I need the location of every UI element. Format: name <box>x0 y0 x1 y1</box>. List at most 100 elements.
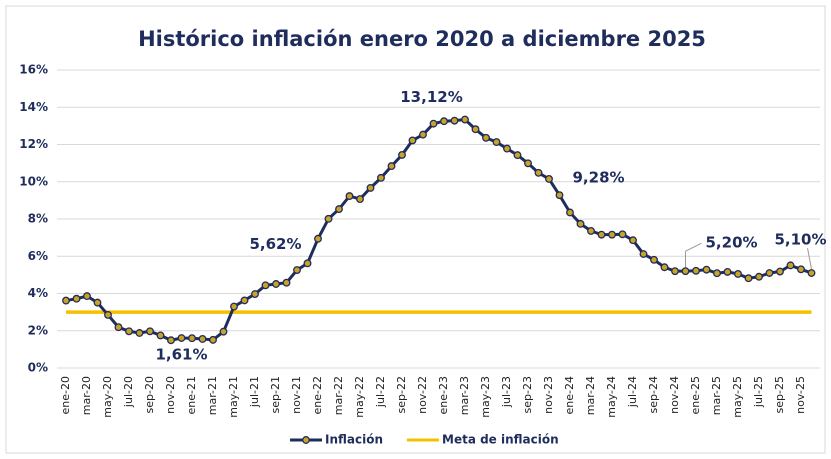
marker <box>681 267 690 276</box>
marker <box>408 136 417 145</box>
data-label: 9,28% <box>573 169 625 187</box>
marker <box>303 259 312 268</box>
marker <box>723 267 732 276</box>
x-tick-label: nov-25 <box>794 376 807 414</box>
marker <box>177 334 186 342</box>
x-tick-label: mar-22 <box>332 376 345 415</box>
x-tick-label: mar-24 <box>584 376 597 415</box>
x-tick-label: may-22 <box>353 376 366 418</box>
marker <box>419 130 427 139</box>
marker <box>314 234 322 243</box>
marker <box>692 266 700 275</box>
x-tick-label: mar-20 <box>80 376 93 415</box>
marker <box>93 298 102 307</box>
marker <box>156 331 165 340</box>
data-label: 13,12% <box>400 88 462 106</box>
marker <box>104 310 112 319</box>
x-tick-label: may-21 <box>227 376 240 418</box>
y-tick-label: 16% <box>19 63 48 77</box>
marker <box>513 151 522 160</box>
marker <box>608 230 616 239</box>
x-tick-label: ene-20 <box>59 376 72 414</box>
marker <box>188 334 196 343</box>
x-tick-label: sep-23 <box>521 376 534 413</box>
x-tick-label: mar-21 <box>206 376 219 415</box>
x-tick-label: nov-24 <box>668 376 681 414</box>
legend-label: Inflación <box>325 433 383 447</box>
x-tick-label: may-20 <box>101 376 114 418</box>
y-tick-label: 6% <box>28 249 48 263</box>
marker <box>335 205 343 214</box>
x-tick-label: nov-20 <box>164 376 177 414</box>
marker <box>797 265 805 274</box>
marker <box>366 183 375 192</box>
marker <box>713 269 721 278</box>
x-tick-label: ene-25 <box>689 376 702 414</box>
x-tick-label: may-23 <box>479 376 492 418</box>
x-tick-label: sep-20 <box>143 376 156 413</box>
x-tick-label: jul-25 <box>752 376 765 408</box>
marker <box>776 267 784 276</box>
marker <box>62 296 70 305</box>
data-label: 5,20% <box>706 234 758 252</box>
x-tick-label: may-25 <box>731 376 744 418</box>
marker <box>461 115 469 124</box>
marker <box>492 138 501 147</box>
marker <box>377 173 385 182</box>
data-label: 5,10% <box>774 231 826 249</box>
y-tick-label: 8% <box>28 212 48 226</box>
marker <box>471 125 480 134</box>
marker <box>545 175 553 183</box>
marker <box>251 290 259 299</box>
x-tick-label: sep-22 <box>395 376 408 413</box>
marker <box>482 133 490 142</box>
marker <box>450 116 459 125</box>
marker <box>429 119 438 128</box>
marker <box>114 323 123 332</box>
marker <box>629 236 637 245</box>
marker <box>597 230 606 239</box>
x-tick-label: may-24 <box>605 376 618 418</box>
marker <box>356 195 364 204</box>
x-tick-label: jul-21 <box>248 376 261 408</box>
marker <box>534 168 543 177</box>
marker <box>650 255 658 264</box>
y-tick-label: 0% <box>28 361 48 375</box>
marker <box>167 336 175 345</box>
marker <box>765 269 774 277</box>
marker <box>618 230 627 239</box>
marker <box>282 278 291 287</box>
x-tick-label: sep-21 <box>269 376 282 413</box>
x-tick-label: ene-21 <box>185 376 198 414</box>
marker <box>398 150 406 159</box>
marker <box>671 267 679 276</box>
marker <box>440 117 448 126</box>
marker <box>272 280 280 288</box>
marker <box>125 327 133 336</box>
marker <box>755 272 763 281</box>
marker <box>503 144 511 153</box>
x-tick-label: ene-22 <box>311 376 324 414</box>
marker <box>324 214 333 223</box>
marker <box>566 208 574 217</box>
data-label: 5,62% <box>249 235 301 253</box>
marker <box>345 192 354 201</box>
chart-frame <box>5 5 826 454</box>
x-tick-label: jul-23 <box>500 376 513 408</box>
marker <box>587 226 595 235</box>
marker <box>387 162 396 171</box>
y-tick-label: 4% <box>28 286 48 300</box>
marker <box>240 296 249 305</box>
marker <box>135 329 144 337</box>
marker <box>230 302 238 311</box>
marker <box>524 159 532 168</box>
marker <box>639 250 648 258</box>
marker <box>261 281 270 290</box>
x-tick-label: jul-20 <box>122 376 135 408</box>
x-tick-label: nov-21 <box>290 376 303 414</box>
marker <box>146 327 154 336</box>
data-label: 1,61% <box>155 346 207 364</box>
marker <box>786 261 795 270</box>
x-tick-label: sep-25 <box>773 376 786 413</box>
